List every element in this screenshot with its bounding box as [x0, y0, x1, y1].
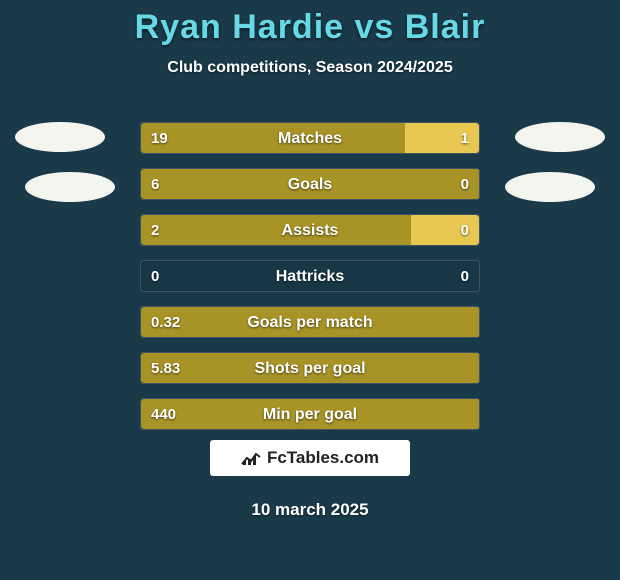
- stat-label: Assists: [141, 215, 479, 246]
- date-label: 10 march 2025: [0, 500, 620, 520]
- stat-row: 191Matches: [140, 122, 480, 154]
- stat-row: 00Hattricks: [140, 260, 480, 292]
- player-right-logo-2: [505, 172, 595, 202]
- subtitle: Club competitions, Season 2024/2025: [0, 59, 620, 77]
- player-left-logo-1: [15, 122, 105, 152]
- stat-label: Shots per goal: [141, 353, 479, 384]
- chart-icon: [241, 450, 261, 466]
- stat-label: Goals: [141, 169, 479, 200]
- player-right-logo-1: [515, 122, 605, 152]
- stat-row: 20Assists: [140, 214, 480, 246]
- stat-row: 5.83Shots per goal: [140, 352, 480, 384]
- stat-label: Min per goal: [141, 399, 479, 430]
- stat-row: 60Goals: [140, 168, 480, 200]
- stats-rows: 191Matches 60Goals 20Assists 00Hattricks 0.3…: [140, 122, 480, 444]
- stat-label: Goals per match: [141, 307, 479, 338]
- stat-row: 440Min per goal: [140, 398, 480, 430]
- stat-label: Matches: [141, 123, 479, 154]
- stat-row: 0.32Goals per match: [140, 306, 480, 338]
- stat-label: Hattricks: [141, 261, 479, 292]
- branding-badge: FcTables.com: [210, 440, 410, 476]
- player-left-logo-2: [25, 172, 115, 202]
- page-title: Ryan Hardie vs Blair: [0, 0, 620, 47]
- branding-text: FcTables.com: [267, 448, 379, 468]
